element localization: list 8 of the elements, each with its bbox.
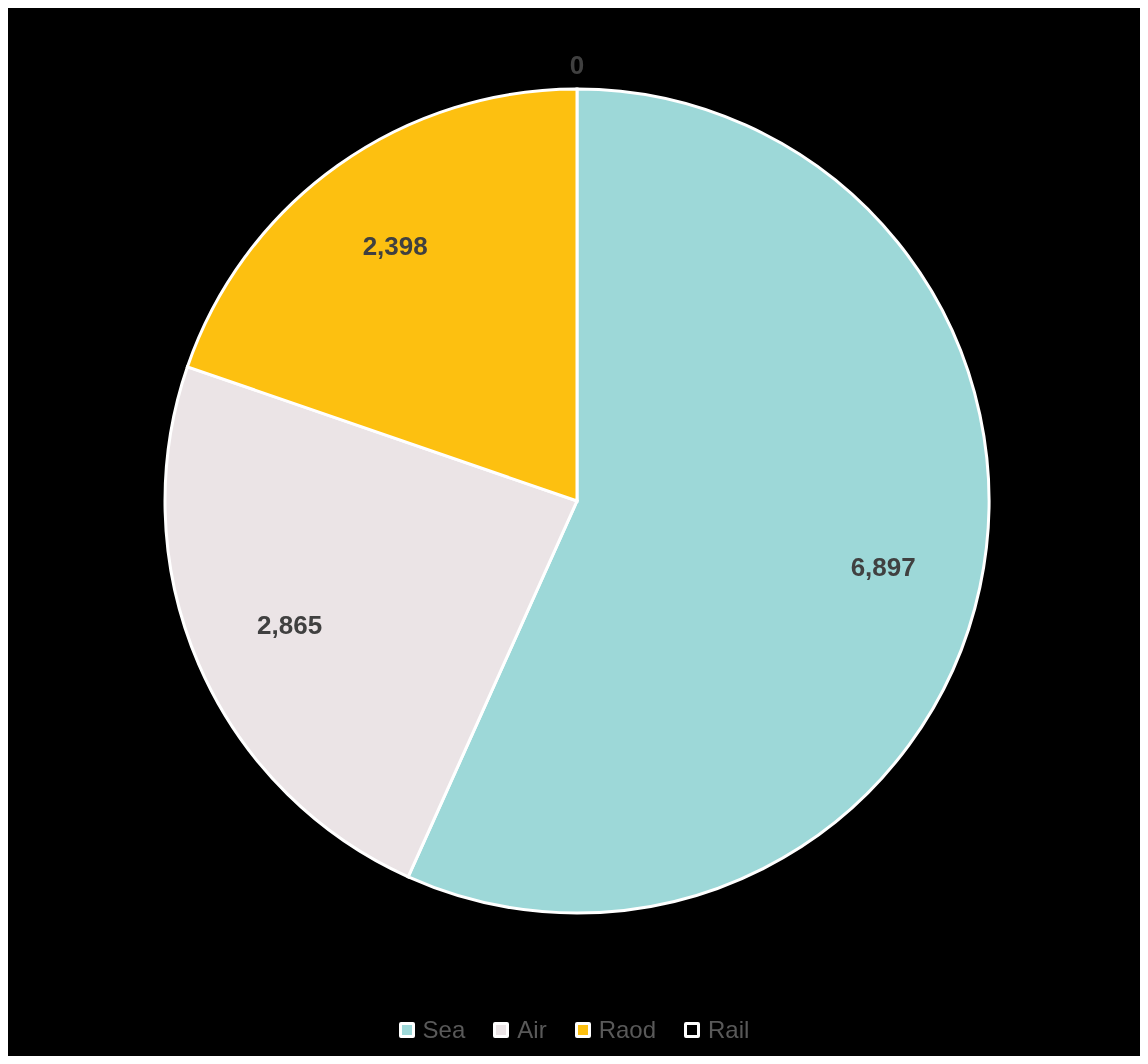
legend-label: Raod [598, 1016, 657, 1044]
data-label: 2,865 [257, 610, 323, 641]
legend-label: Sea [422, 1016, 466, 1044]
legend-label: Air [517, 1016, 547, 1044]
data-label: 6,897 [850, 551, 916, 582]
text: 0 [569, 50, 585, 80]
data-label: 2,398 [362, 231, 428, 262]
legend-label: Rail [708, 1016, 750, 1044]
